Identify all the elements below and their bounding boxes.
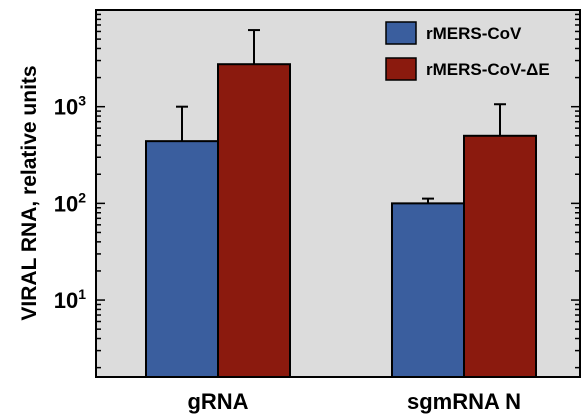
legend: rMERS-CoV rMERS-CoV-ΔE (385, 21, 550, 81)
x-tick-label: gRNA (187, 389, 248, 414)
y-tick-label: 102 (54, 189, 86, 216)
bar (391, 202, 465, 378)
legend-label: rMERS-CoV (426, 24, 522, 43)
legend-swatch (385, 21, 417, 45)
bar (463, 134, 537, 378)
y-tick-label: 103 (54, 93, 86, 120)
x-tick-label: sgmRNA N (407, 389, 521, 414)
x-axis-labels: gRNA sgmRNA N (187, 389, 521, 414)
bar (217, 63, 291, 378)
y-axis-title: VIRAL RNA, relative units (18, 65, 41, 320)
y-tick-label: 101 (54, 286, 86, 313)
legend-label: rMERS-CoV-ΔE (426, 60, 550, 79)
bar (145, 140, 219, 378)
legend-swatch (385, 57, 417, 81)
bars-layer (145, 29, 537, 378)
y-axis: 101 102 103 (54, 9, 580, 369)
